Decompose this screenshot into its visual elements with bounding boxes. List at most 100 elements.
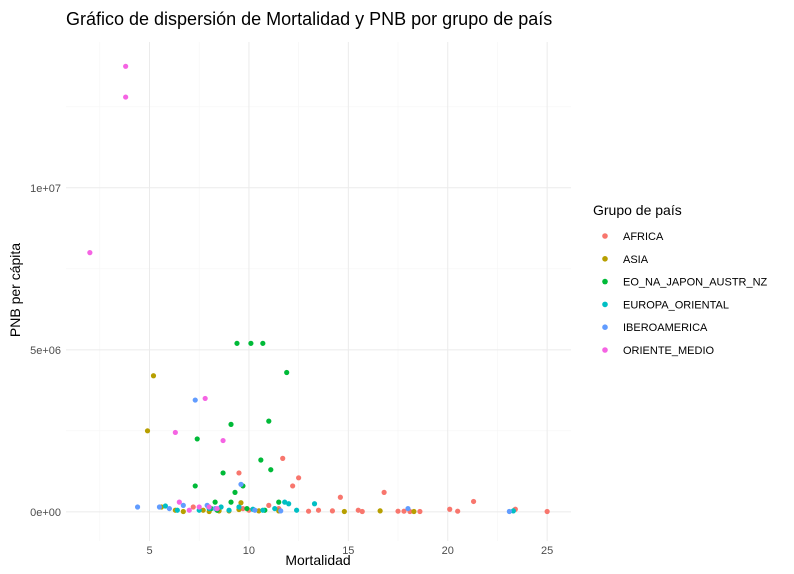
legend-key [602,324,608,331]
data-point [296,475,302,481]
data-point [150,373,157,379]
data-point [172,429,178,436]
data-point [206,504,212,510]
data-point [194,436,200,442]
data-point [202,395,208,402]
data-point [123,63,129,69]
data-point [174,507,180,513]
legend-label: ORIENTE_MEDIO [623,345,715,357]
data-point [294,507,300,513]
y-tick-labels: 0e+00 5e+06 1e+07 [30,183,61,519]
y-tick-label: 5e+06 [30,345,61,357]
legend-key [602,347,608,353]
data-point [234,340,240,346]
data-point [156,504,163,510]
legend-key [602,278,608,285]
x-tick-labels: 5 10 15 20 25 [146,545,553,557]
y-tick-label: 0e+00 [30,507,61,519]
data-point [284,369,290,376]
data-point [290,483,296,489]
data-point [266,418,272,424]
data-point [260,507,266,513]
data-point [200,507,206,513]
y-axis-title: PNB per cápita [7,243,23,337]
data-point [220,437,226,444]
data-point [240,505,246,512]
data-point [260,340,266,346]
data-point [341,508,347,515]
data-point [447,506,453,512]
y-tick-label: 1e+07 [30,183,61,195]
data-point [272,505,278,512]
data-point [411,508,417,515]
data-point [228,421,234,427]
x-tick-label: 5 [146,545,152,557]
data-point [311,501,318,507]
grid-lines [66,42,571,541]
legend-label: AFRICA [623,231,664,243]
data-point [280,455,286,461]
data-point [196,504,202,510]
data-point [401,508,407,514]
legend-key [602,233,608,239]
data-point [544,508,550,515]
data-point [405,505,411,512]
legend-label: EO_NA_JAPON_AUSTR_NZ [623,277,768,289]
data-point [186,507,192,513]
data-point [238,500,244,506]
data-point [190,504,196,510]
data-point [359,508,365,515]
legend-title: Grupo de país [593,202,682,218]
data-point [276,499,282,505]
data-point [377,508,383,514]
x-tick-label: 25 [541,545,553,557]
x-tick-label: 15 [342,545,354,557]
legend-key [602,255,608,262]
data-point [162,503,169,509]
data-point [455,508,461,514]
data-point [258,457,264,463]
data-point [180,508,186,515]
x-axis-title: Mortalidad [285,552,350,568]
data-point [470,498,477,505]
data-point [166,505,172,512]
data-point [232,489,238,495]
data-point [192,397,198,403]
data-point [506,508,512,515]
legend-items: AFRICA ASIA EO_NA_JAPON_AUSTR_NZ EUROPA_ORI… [602,231,768,357]
x-tick-label: 20 [442,545,454,557]
data-point [286,501,292,507]
data-point [176,499,182,505]
x-tick-label: 10 [243,545,255,557]
data-point [238,481,244,487]
data-point [381,489,387,495]
data-point [337,494,343,500]
data-point [252,507,258,513]
data-point [212,499,218,505]
data-point [220,470,226,476]
data-point [228,499,234,505]
data-points [87,63,550,515]
data-point [214,505,220,512]
data-point [395,508,401,514]
data-point [123,94,129,100]
data-point [278,508,284,514]
data-point [256,508,262,514]
legend: Grupo de país AFRICA ASIA EO_NA_JAPON_AUST… [593,202,768,357]
data-point [180,502,186,508]
data-point [417,508,423,515]
data-point [236,504,242,510]
data-point [329,508,336,514]
data-point [134,504,141,510]
data-point [355,507,361,513]
data-point [305,508,312,514]
data-point [268,467,274,473]
legend-label: IBEROAMERICA [623,322,708,334]
chart-title: Gráfico de dispersión de Mortalidad y PN… [66,9,552,29]
data-point [144,428,151,434]
data-point [510,508,516,514]
data-point [192,483,198,489]
data-point [236,470,242,476]
data-point [87,250,93,256]
